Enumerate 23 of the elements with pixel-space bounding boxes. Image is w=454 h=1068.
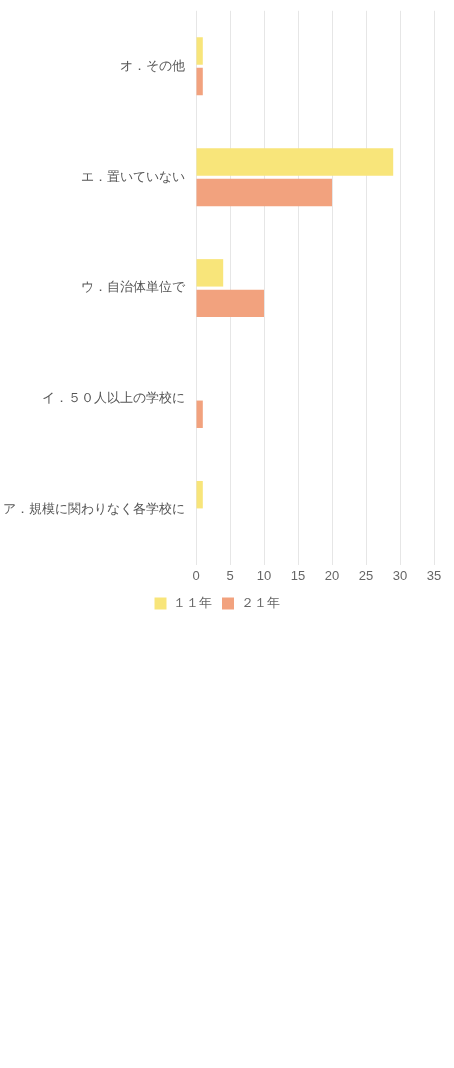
- x-tick-label: 5: [226, 567, 234, 583]
- y-tick-label: オ．その他: [120, 57, 185, 73]
- legend-label: ２１年: [240, 595, 280, 611]
- bar: [196, 289, 264, 318]
- x-tick-label: 0: [192, 567, 200, 583]
- x-tick-label: 15: [290, 567, 306, 583]
- y-tick-label: エ．置いていない: [81, 168, 185, 184]
- x-tick-label: 10: [256, 567, 272, 583]
- y-tick-label: ウ．自治体単位で: [81, 279, 186, 295]
- legend-label: １１年: [173, 595, 212, 611]
- bar: [196, 400, 203, 428]
- x-tick-label: 25: [358, 567, 374, 583]
- bar: [196, 259, 224, 287]
- bar: [196, 480, 203, 509]
- x-tick-label: 30: [392, 567, 408, 583]
- x-tick-label: 20: [324, 567, 340, 583]
- y-tick-label: ア．規模に関わりなく各学校に: [3, 501, 185, 517]
- x-tick-label: 35: [426, 567, 442, 583]
- bar: [196, 178, 332, 207]
- bar: [196, 37, 203, 65]
- bar: [196, 67, 203, 96]
- y-tick-label: イ．５０人以上の学校に: [42, 390, 185, 406]
- bar: [196, 148, 394, 176]
